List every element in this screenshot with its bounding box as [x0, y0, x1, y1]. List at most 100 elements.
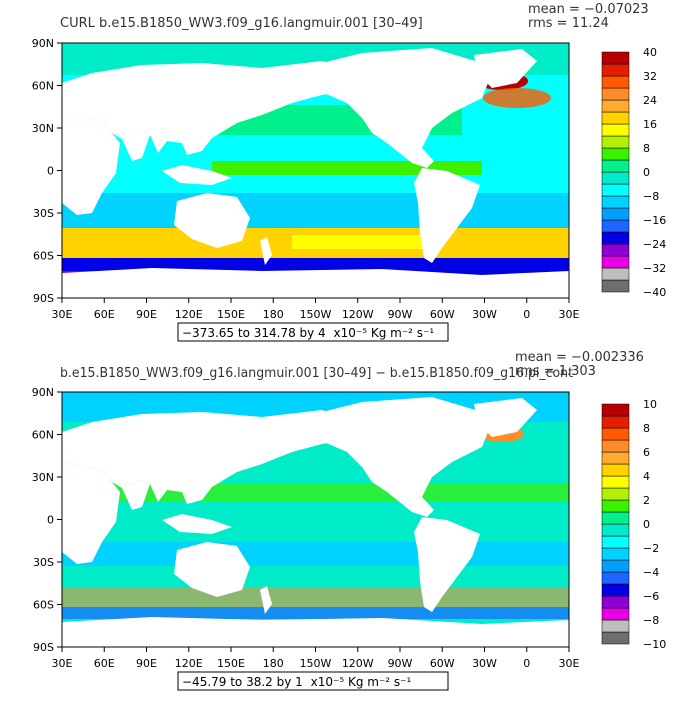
- lat-axis: 90N 60N 30N 0 30S 60S 90S: [32, 37, 62, 305]
- colorbar-label: −32: [643, 262, 666, 275]
- lat-label: 90S: [33, 641, 54, 654]
- map-area: [61, 42, 570, 299]
- colorbar-label: −8: [643, 190, 659, 203]
- southern-warm-band: [62, 587, 569, 607]
- stat-mean: mean = −0.002336: [515, 350, 644, 365]
- lat-label: 0: [47, 514, 54, 527]
- colorbar-label: 32: [643, 70, 657, 83]
- colorbar-swatch: [601, 183, 630, 197]
- colorbar-label: −10: [643, 638, 666, 651]
- colorbar-swatch: [601, 427, 630, 441]
- colorbar: 40 32 24 16 8 0 −8 −16 −24 −32 −40: [601, 46, 666, 299]
- colorbar-label: −6: [643, 590, 659, 603]
- lon-label: 30E: [559, 657, 580, 670]
- colorbar-swatch: [601, 475, 630, 489]
- lon-label: 120E: [175, 308, 203, 321]
- equatorial-band: [212, 161, 482, 175]
- colorbar-swatch: [601, 559, 630, 573]
- colorbar-swatch: [601, 279, 630, 293]
- colorbar-label: 0: [643, 166, 650, 179]
- panel-bottom: b.e15.B1850_WW3.f09_g16.langmuir.001 [30…: [32, 350, 666, 691]
- stat-rms: rms = 1.303: [515, 364, 596, 379]
- lat-label: 60N: [32, 80, 54, 93]
- colorbar-swatch: [601, 499, 630, 513]
- colorbar-label: 16: [643, 118, 657, 131]
- lat-label: 60S: [33, 250, 54, 263]
- stat-rms: rms = 11.24: [528, 16, 609, 31]
- lat-label: 90S: [33, 292, 54, 305]
- lon-label: 90W: [388, 657, 413, 670]
- colorbar-swatch: [601, 451, 630, 465]
- colorbar-label: −40: [643, 286, 666, 299]
- lat-axis: 90N 60N 30N 0 30S 60S 90S: [32, 386, 62, 654]
- colorbar-swatch: [601, 523, 630, 537]
- svg-text:−373.65 to 314.78 by 4: −373.65 to 314.78 by 4 x10⁻⁵ Kg m⁻² s⁻¹: [182, 326, 434, 340]
- lon-label: 30E: [52, 657, 73, 670]
- lon-label: 150W: [300, 657, 332, 670]
- units-text: x10⁻⁵ Kg m⁻² s⁻¹: [311, 675, 412, 689]
- colorbar-swatch: [601, 123, 630, 137]
- lon-label: 60W: [430, 657, 455, 670]
- colorbar-swatch: [601, 111, 630, 125]
- colorbar-swatch: [601, 583, 630, 597]
- colorbar-swatch: [601, 535, 630, 549]
- colorbar-label: −24: [643, 238, 666, 251]
- colorbar-label: 24: [643, 94, 657, 107]
- colorbar-label: 0: [643, 518, 650, 531]
- colorbar-swatch: [601, 607, 630, 621]
- colorbar-label: 8: [643, 422, 650, 435]
- panel-top: CURL b.e15.B1850_WW3.f09_g16.langmuir.00…: [32, 2, 666, 342]
- lat-label: 60N: [32, 429, 54, 442]
- colorbar-swatch: [601, 511, 630, 525]
- lon-label: 30W: [472, 657, 497, 670]
- colorbar-label: 8: [643, 142, 650, 155]
- lon-label: 120W: [342, 308, 374, 321]
- north-atlantic-warm: [483, 88, 551, 108]
- colorbar-swatch: [601, 631, 630, 645]
- lon-label: 90E: [136, 657, 157, 670]
- colorbar-swatch: [601, 51, 630, 65]
- range-text: −373.65 to 314.78 by 4: [182, 326, 326, 340]
- lon-axis: 30E 60E 90E 120E 150E 180 150W 120W 90W 60W 30W 0 30…: [52, 647, 580, 670]
- colorbar-swatch: [601, 619, 630, 633]
- colorbar-swatch: [601, 571, 630, 585]
- lat-label: 30N: [32, 122, 54, 135]
- lon-label: 120W: [342, 657, 374, 670]
- colorbar-swatch: [601, 231, 630, 245]
- range-note: −45.79 to 38.2 by 1 x10⁻⁵ Kg m⁻² s⁻¹: [177, 671, 449, 691]
- lon-label: 120E: [175, 657, 203, 670]
- lat-label: 90N: [32, 37, 54, 50]
- colorbar-swatch: [601, 487, 630, 501]
- lon-label: 30W: [472, 308, 497, 321]
- colorbar-label: −16: [643, 214, 666, 227]
- lon-label: 0: [523, 657, 530, 670]
- stat-mean: mean = −0.07023: [528, 2, 649, 17]
- colorbar-swatch: [601, 147, 630, 161]
- colorbar: 10 8 6 4 2 0 −2 −4 −6 −8 −10: [601, 398, 666, 651]
- lat-label: 30N: [32, 471, 54, 484]
- colorbar-label: −4: [643, 566, 659, 579]
- colorbar-swatch: [601, 159, 630, 173]
- panel-title: b.e15.B1850_WW3.f09_g16.langmuir.001 [30…: [60, 366, 573, 381]
- map-area: [61, 391, 570, 648]
- colorbar-swatch: [601, 547, 630, 561]
- lat-label: 30S: [33, 556, 54, 569]
- colorbar-swatch: [601, 135, 630, 149]
- lon-label: 180: [263, 657, 284, 670]
- colorbar-label: 10: [643, 398, 657, 411]
- colorbar-swatch: [601, 595, 630, 609]
- colorbar-swatch: [601, 267, 630, 281]
- colorbar-swatch: [601, 463, 630, 477]
- colorbar-swatch: [601, 99, 630, 113]
- lon-label: 180: [263, 308, 284, 321]
- range-text: −45.79 to 38.2 by 1: [182, 675, 303, 689]
- colorbar-swatch: [601, 403, 630, 417]
- colorbar-label: 2: [643, 494, 650, 507]
- lat-label: 90N: [32, 386, 54, 399]
- lon-axis: 30E 60E 90E 120E 150E 180 150W 120W 90W 60W 30W 0 30…: [52, 298, 580, 321]
- colorbar-swatch: [601, 207, 630, 221]
- lat-label: 60S: [33, 599, 54, 612]
- colorbar-swatch: [601, 63, 630, 77]
